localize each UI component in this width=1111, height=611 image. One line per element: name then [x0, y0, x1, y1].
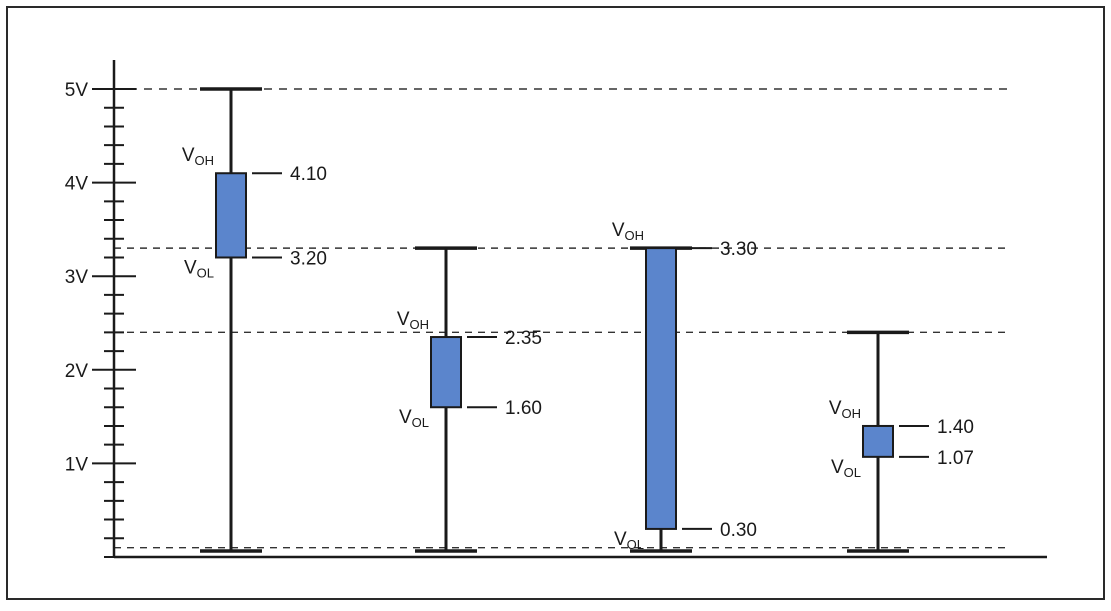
level-column-4: 1.40 1.07 VOH VOL	[829, 330, 974, 553]
vol-value-label: 1.60	[505, 398, 542, 419]
output-range-box	[862, 424, 894, 458]
voh-label: VOH	[182, 145, 214, 168]
vol-label: VOL	[399, 407, 429, 430]
vol-label: VOL	[831, 457, 861, 480]
voh-value-label: 2.35	[505, 328, 542, 349]
level-columns: 4.10 3.20 VOH VOL 2.35 1.60 VOH VOL 3.30 0.30 VOH V…	[182, 87, 974, 553]
output-range-box	[215, 172, 247, 259]
outer-border	[6, 6, 1105, 600]
vol-label: VOL	[184, 257, 214, 280]
y-axis: 1V 2V 3V 4V 5V	[65, 60, 1047, 559]
y-tick-label: 1V	[65, 454, 89, 475]
voh-label: VOH	[612, 220, 644, 243]
vol-value-label: 3.20	[290, 248, 327, 269]
voh-label: VOH	[829, 398, 861, 421]
level-column-3: 3.30 0.30 VOH VOL	[612, 220, 757, 553]
voh-value-label: 1.40	[937, 417, 974, 438]
y-tick-label: 4V	[65, 174, 89, 195]
output-range-box	[430, 336, 462, 409]
vol-value-label: 0.30	[720, 520, 757, 541]
vol-value-label: 1.07	[937, 448, 974, 469]
vol-label: VOL	[614, 529, 644, 552]
y-tick-label: 2V	[65, 361, 89, 382]
level-column-2: 2.35 1.60 VOH VOL	[397, 246, 542, 553]
voh-value-label: 4.10	[290, 164, 327, 185]
y-tick-label: 3V	[65, 267, 89, 288]
voh-label: VOH	[397, 309, 429, 332]
level-column-1: 4.10 3.20 VOH VOL	[182, 87, 327, 553]
output-range-box	[645, 247, 677, 530]
voh-value-label: 3.30	[720, 239, 757, 260]
y-tick-label: 5V	[65, 80, 89, 101]
